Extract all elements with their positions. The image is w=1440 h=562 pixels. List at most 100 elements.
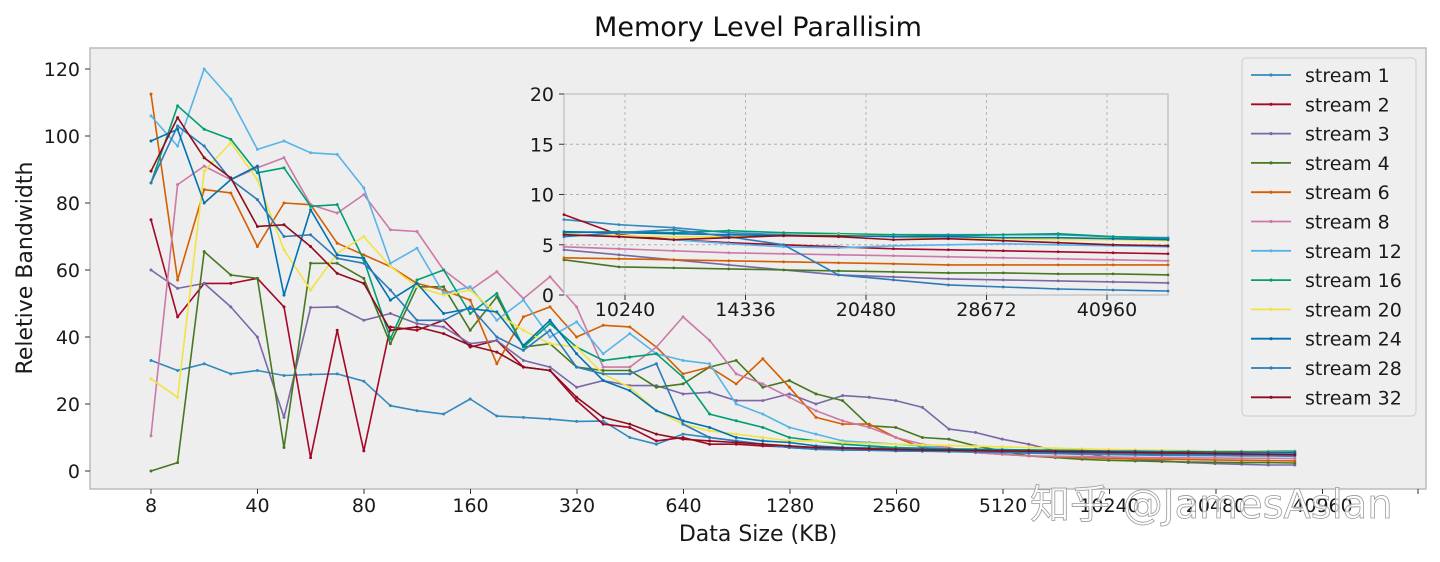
data-point bbox=[708, 365, 712, 369]
legend-entry: stream 6 bbox=[1305, 182, 1390, 204]
legend-entry: stream 2 bbox=[1305, 94, 1390, 116]
data-point bbox=[1107, 455, 1111, 459]
data-point bbox=[681, 382, 685, 386]
data-point bbox=[335, 305, 339, 309]
data-point bbox=[575, 385, 579, 389]
data-point bbox=[894, 425, 898, 429]
data-point bbox=[1186, 451, 1190, 455]
inset-data-point bbox=[1056, 272, 1060, 276]
data-point bbox=[654, 385, 658, 389]
data-point bbox=[1266, 459, 1270, 463]
data-point bbox=[761, 436, 765, 439]
data-point bbox=[468, 285, 472, 289]
data-point bbox=[176, 104, 180, 108]
data-point bbox=[814, 415, 818, 419]
data-point bbox=[548, 417, 552, 421]
inset-y-tick-label: 20 bbox=[530, 84, 554, 106]
data-point bbox=[841, 441, 845, 445]
x-ticks: 8 40 80 160 320 640 1280 2560 5120 10240 20480 4096… bbox=[145, 489, 1419, 517]
data-point bbox=[920, 443, 924, 447]
data-point bbox=[415, 246, 419, 250]
series-line-stream-32 bbox=[150, 116, 1295, 456]
data-point bbox=[388, 328, 392, 332]
legend-entry: stream 4 bbox=[1305, 153, 1390, 175]
data-point bbox=[442, 293, 446, 297]
inset-data-point bbox=[562, 233, 566, 237]
data-point bbox=[681, 437, 685, 441]
inset-series-line-stream-24 bbox=[563, 230, 1169, 241]
inset-data-point bbox=[1111, 288, 1115, 292]
data-point bbox=[229, 176, 233, 180]
inset-data-point bbox=[837, 246, 840, 250]
data-point bbox=[548, 275, 552, 279]
data-point bbox=[335, 328, 339, 332]
legend-marker bbox=[1269, 190, 1273, 194]
data-point bbox=[575, 419, 579, 423]
data-point bbox=[229, 137, 233, 141]
inset-data-point bbox=[727, 259, 731, 263]
inset-data-point bbox=[1166, 244, 1170, 248]
inset-data-point bbox=[672, 249, 676, 253]
chart-title: Memory Level Parallisim bbox=[594, 12, 922, 43]
legend-entry: stream 16 bbox=[1305, 270, 1402, 292]
data-point bbox=[415, 322, 419, 326]
data-point bbox=[202, 127, 206, 131]
data-point bbox=[388, 228, 392, 232]
inset-data-point bbox=[892, 254, 895, 258]
legend-marker bbox=[1269, 132, 1273, 136]
data-point bbox=[442, 268, 446, 272]
inset-data-point bbox=[727, 233, 731, 237]
data-point bbox=[1266, 456, 1270, 460]
x-tick-label: 640 bbox=[665, 495, 701, 517]
data-point bbox=[202, 201, 206, 205]
data-point bbox=[761, 425, 765, 429]
data-point bbox=[521, 328, 525, 332]
data-point bbox=[362, 449, 366, 453]
data-point bbox=[814, 409, 818, 413]
data-point bbox=[761, 442, 765, 446]
inset-x-tick-label: 40960 bbox=[1077, 299, 1137, 321]
data-point bbox=[548, 328, 552, 332]
data-point bbox=[708, 412, 712, 416]
x-tick-label: 20480 bbox=[1186, 495, 1246, 517]
data-point bbox=[628, 365, 632, 369]
data-point bbox=[176, 461, 180, 465]
data-point bbox=[388, 404, 392, 408]
data-point bbox=[787, 425, 791, 429]
data-point bbox=[176, 395, 180, 399]
x-tick-label: 40960 bbox=[1292, 495, 1352, 517]
inset-data-point bbox=[946, 248, 950, 252]
legend-marker bbox=[1269, 102, 1273, 106]
data-point bbox=[601, 323, 605, 327]
inset-data-point bbox=[1001, 271, 1005, 275]
data-point bbox=[442, 318, 446, 322]
inset-data-point bbox=[727, 231, 731, 235]
data-point bbox=[708, 439, 712, 443]
data-point bbox=[202, 362, 206, 366]
data-point bbox=[415, 278, 419, 282]
inset-data-point bbox=[837, 261, 840, 265]
data-point bbox=[841, 419, 845, 423]
data-point bbox=[495, 310, 499, 314]
data-point bbox=[734, 436, 738, 439]
data-point bbox=[255, 276, 259, 280]
data-point bbox=[282, 446, 286, 450]
data-point bbox=[1293, 453, 1297, 457]
data-point bbox=[681, 358, 685, 362]
inset-grid bbox=[564, 94, 1168, 295]
legend-entry: stream 12 bbox=[1305, 241, 1402, 263]
data-point bbox=[814, 402, 818, 406]
data-point bbox=[468, 397, 472, 401]
data-point bbox=[761, 399, 765, 403]
inset-data-point bbox=[727, 236, 731, 240]
data-point bbox=[575, 352, 579, 356]
data-point bbox=[814, 392, 818, 396]
data-point bbox=[335, 253, 339, 257]
data-point bbox=[947, 448, 951, 452]
inset-data-point bbox=[562, 218, 566, 222]
data-point bbox=[841, 446, 845, 450]
data-point bbox=[1000, 449, 1004, 453]
data-point bbox=[335, 261, 339, 265]
inset-data-point bbox=[782, 243, 786, 247]
data-point bbox=[1160, 456, 1164, 460]
